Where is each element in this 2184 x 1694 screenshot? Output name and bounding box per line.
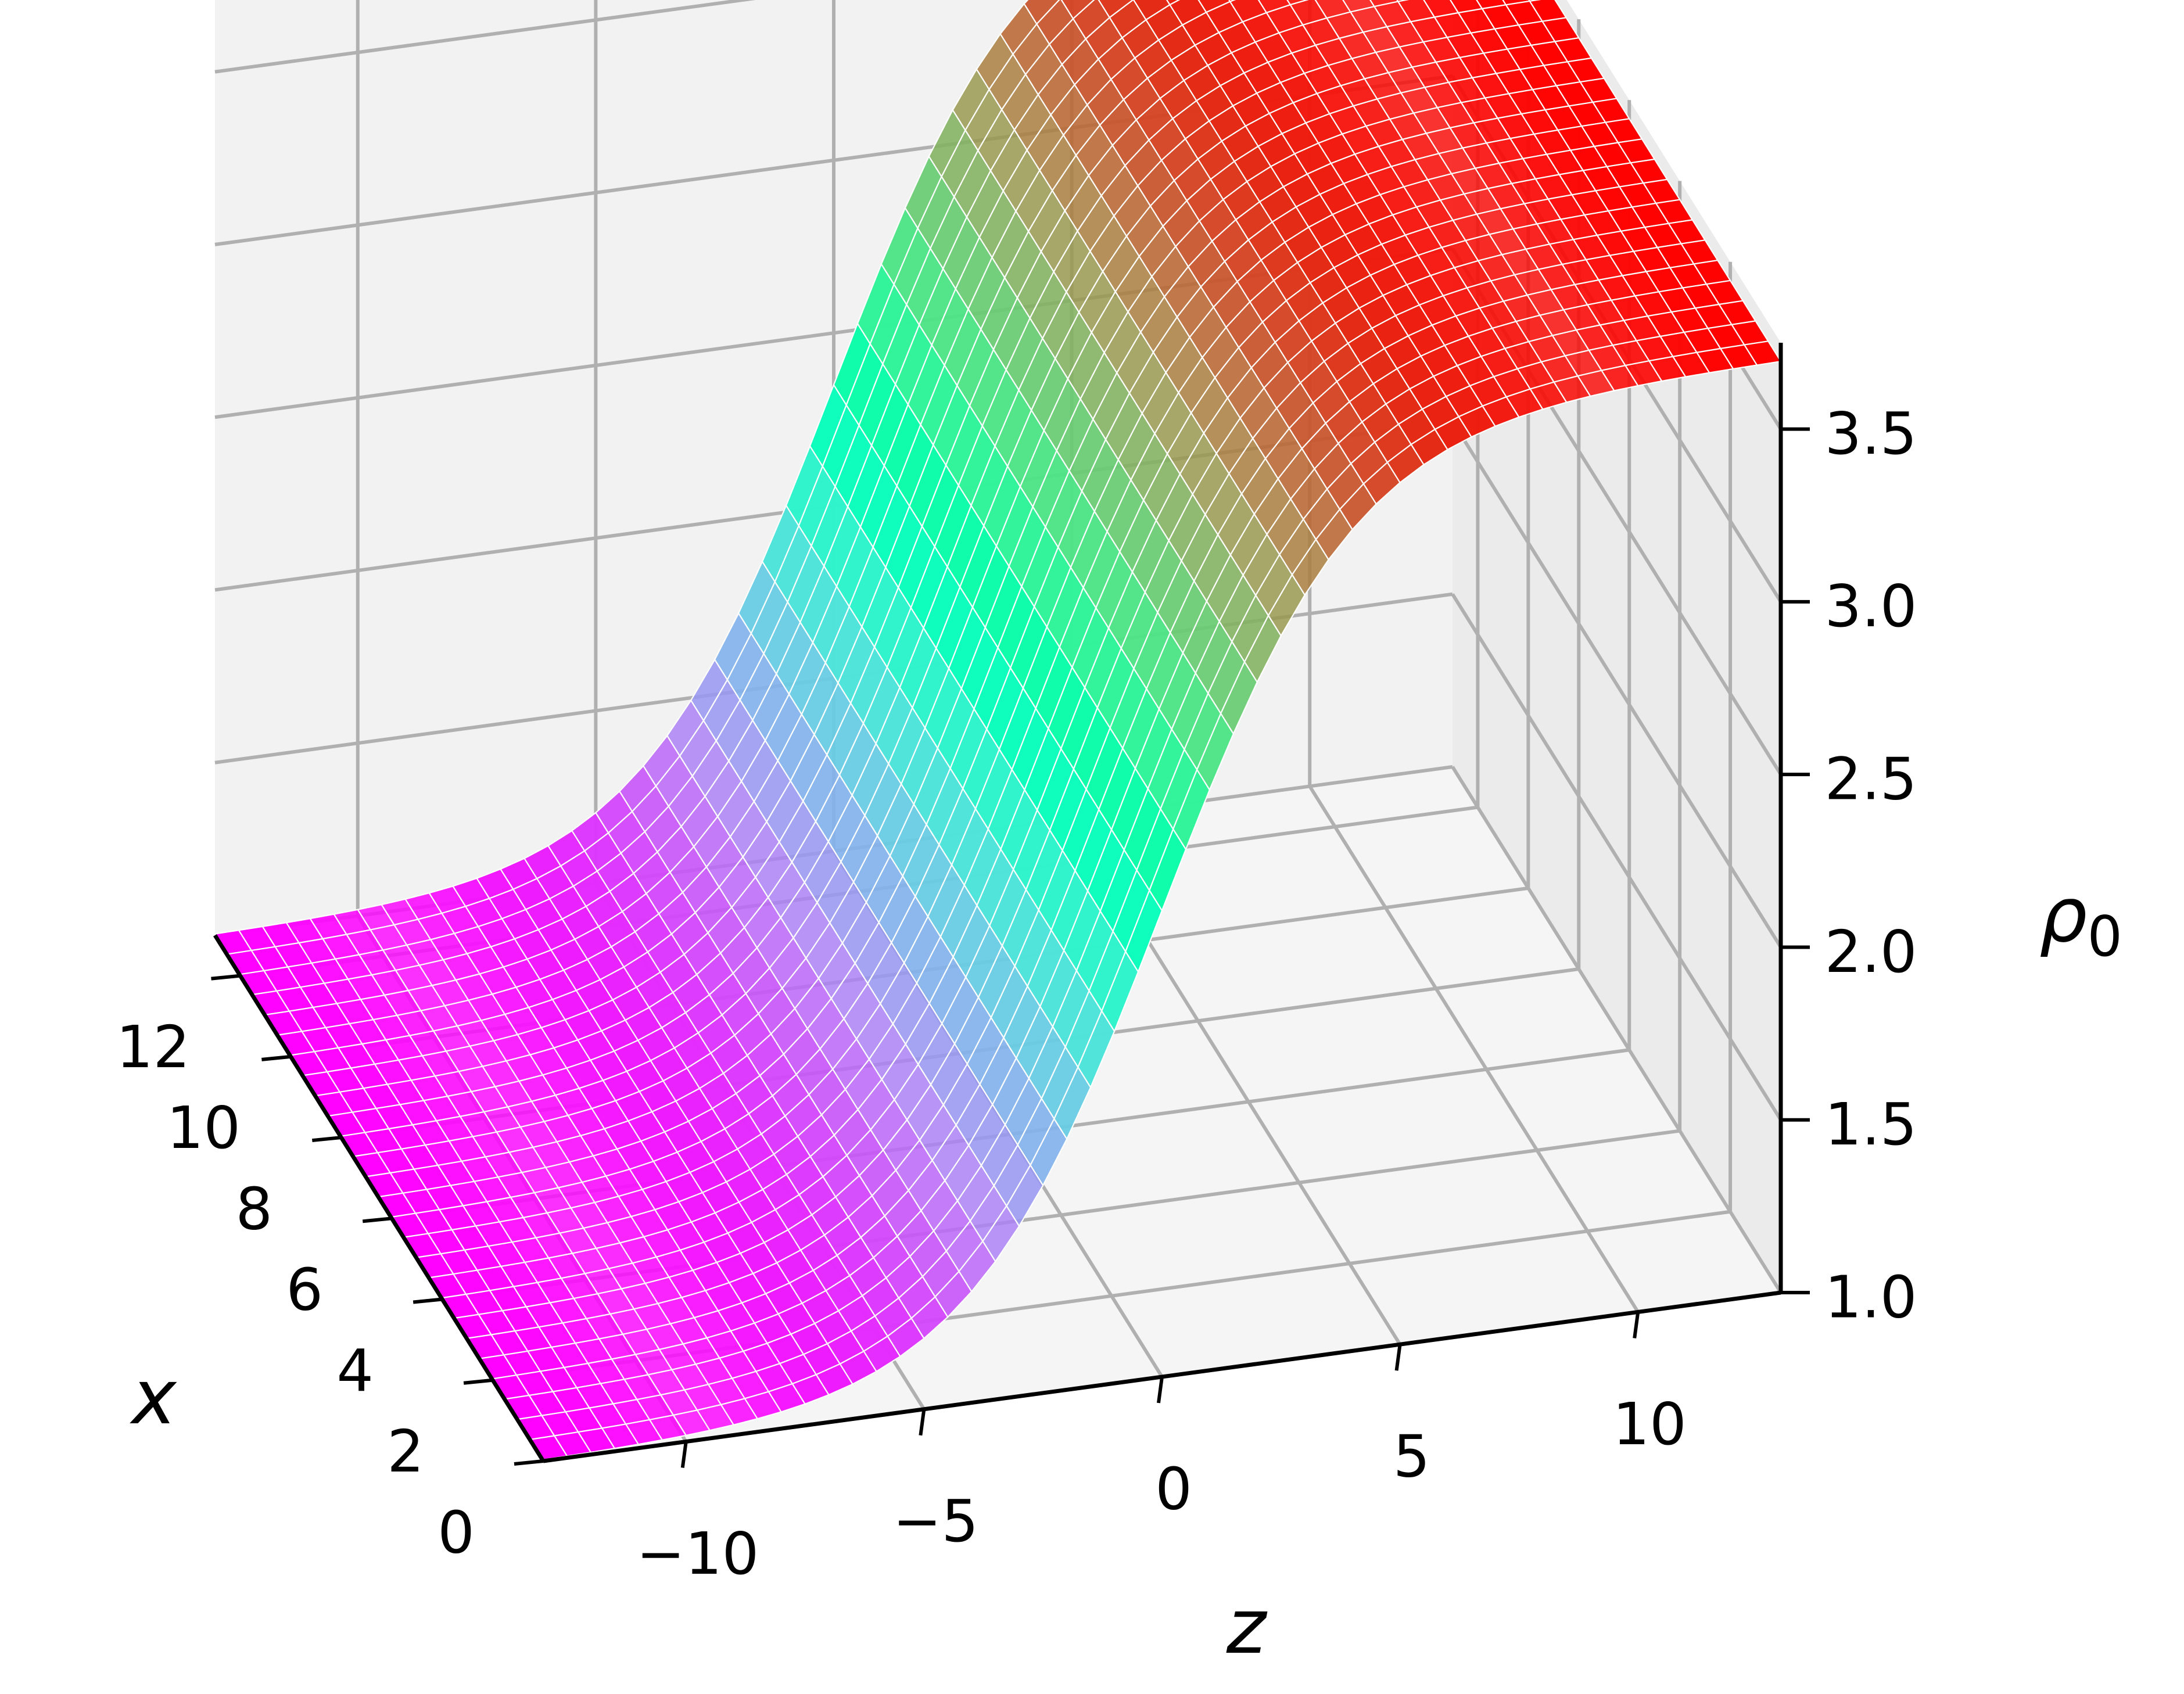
x-tick [413,1297,443,1304]
back-gridline-rho [214,0,756,74]
rho-axis-label: ρ0 [2039,871,2122,969]
z-tick-label: 5 [1393,1423,1430,1491]
x-tick-label: 10 [167,1094,241,1162]
x-tick-label: 0 [437,1498,475,1566]
side-gridline-rho [1451,420,1783,949]
surface-mesh [214,0,1782,1460]
x-tick-label: 6 [286,1256,323,1324]
rho-tick-label: 2.5 [1824,745,1917,813]
x-tick [463,1378,493,1385]
side-gridline-rho [1451,766,1783,1294]
x-tick-label: 2 [387,1417,424,1485]
x-axis-line [213,934,545,1462]
rho-tick-label: 1.5 [1824,1090,1917,1158]
side-gridline-rho [1451,593,1783,1121]
x-axis-label: x [130,1353,178,1441]
x-tick [514,1459,544,1466]
surface-patch [1743,340,1782,366]
tick-marks [211,427,1810,1468]
x-tick-label: 8 [235,1175,272,1243]
z-tick [680,1441,688,1468]
z-tick-label: −10 [636,1520,759,1588]
z-tick-label: −5 [893,1487,978,1555]
z-tick [919,1409,926,1436]
z-axis-label: z [1226,1582,1268,1671]
z-tick [1394,1344,1402,1371]
x-tick [312,1136,342,1143]
rho-tick-label: 3.5 [1824,400,1917,468]
z-tick [1633,1312,1640,1338]
x-tick-label: 12 [116,1013,190,1081]
rho-tick-label: 2.0 [1824,918,1917,986]
floor-gridline-z [1308,785,1640,1313]
z-tick [1157,1376,1164,1404]
x-tick [211,974,241,981]
x-tick-label: 4 [336,1337,374,1405]
z-tick-label: 10 [1613,1390,1687,1458]
x-tick [362,1216,392,1223]
x-tick [261,1054,291,1061]
rho-tick-label: 1.0 [1824,1263,1917,1331]
z-tick-label: 0 [1155,1455,1192,1523]
rho-tick-label: 3.0 [1824,572,1917,640]
